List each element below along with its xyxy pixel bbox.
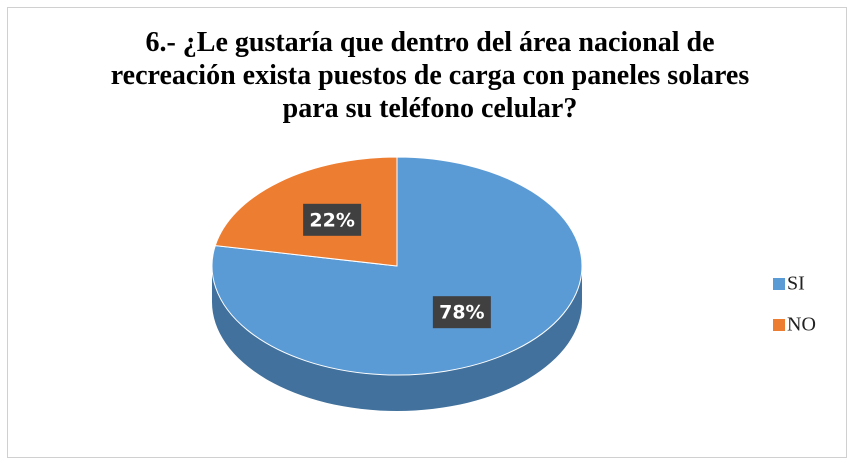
data-label: 78% xyxy=(439,302,484,324)
legend-label: NO xyxy=(787,314,816,336)
data-label: 22% xyxy=(309,209,354,231)
slice-side xyxy=(212,266,582,411)
legend-label: SI xyxy=(787,273,805,295)
data-label-box xyxy=(303,203,362,236)
legend-swatch xyxy=(773,278,785,290)
legend-swatch xyxy=(773,319,785,331)
chart-title: 6.- ¿Le gustaría que dentro del área nac… xyxy=(110,27,750,124)
data-label-box xyxy=(432,296,491,329)
chart-frame xyxy=(7,7,847,458)
